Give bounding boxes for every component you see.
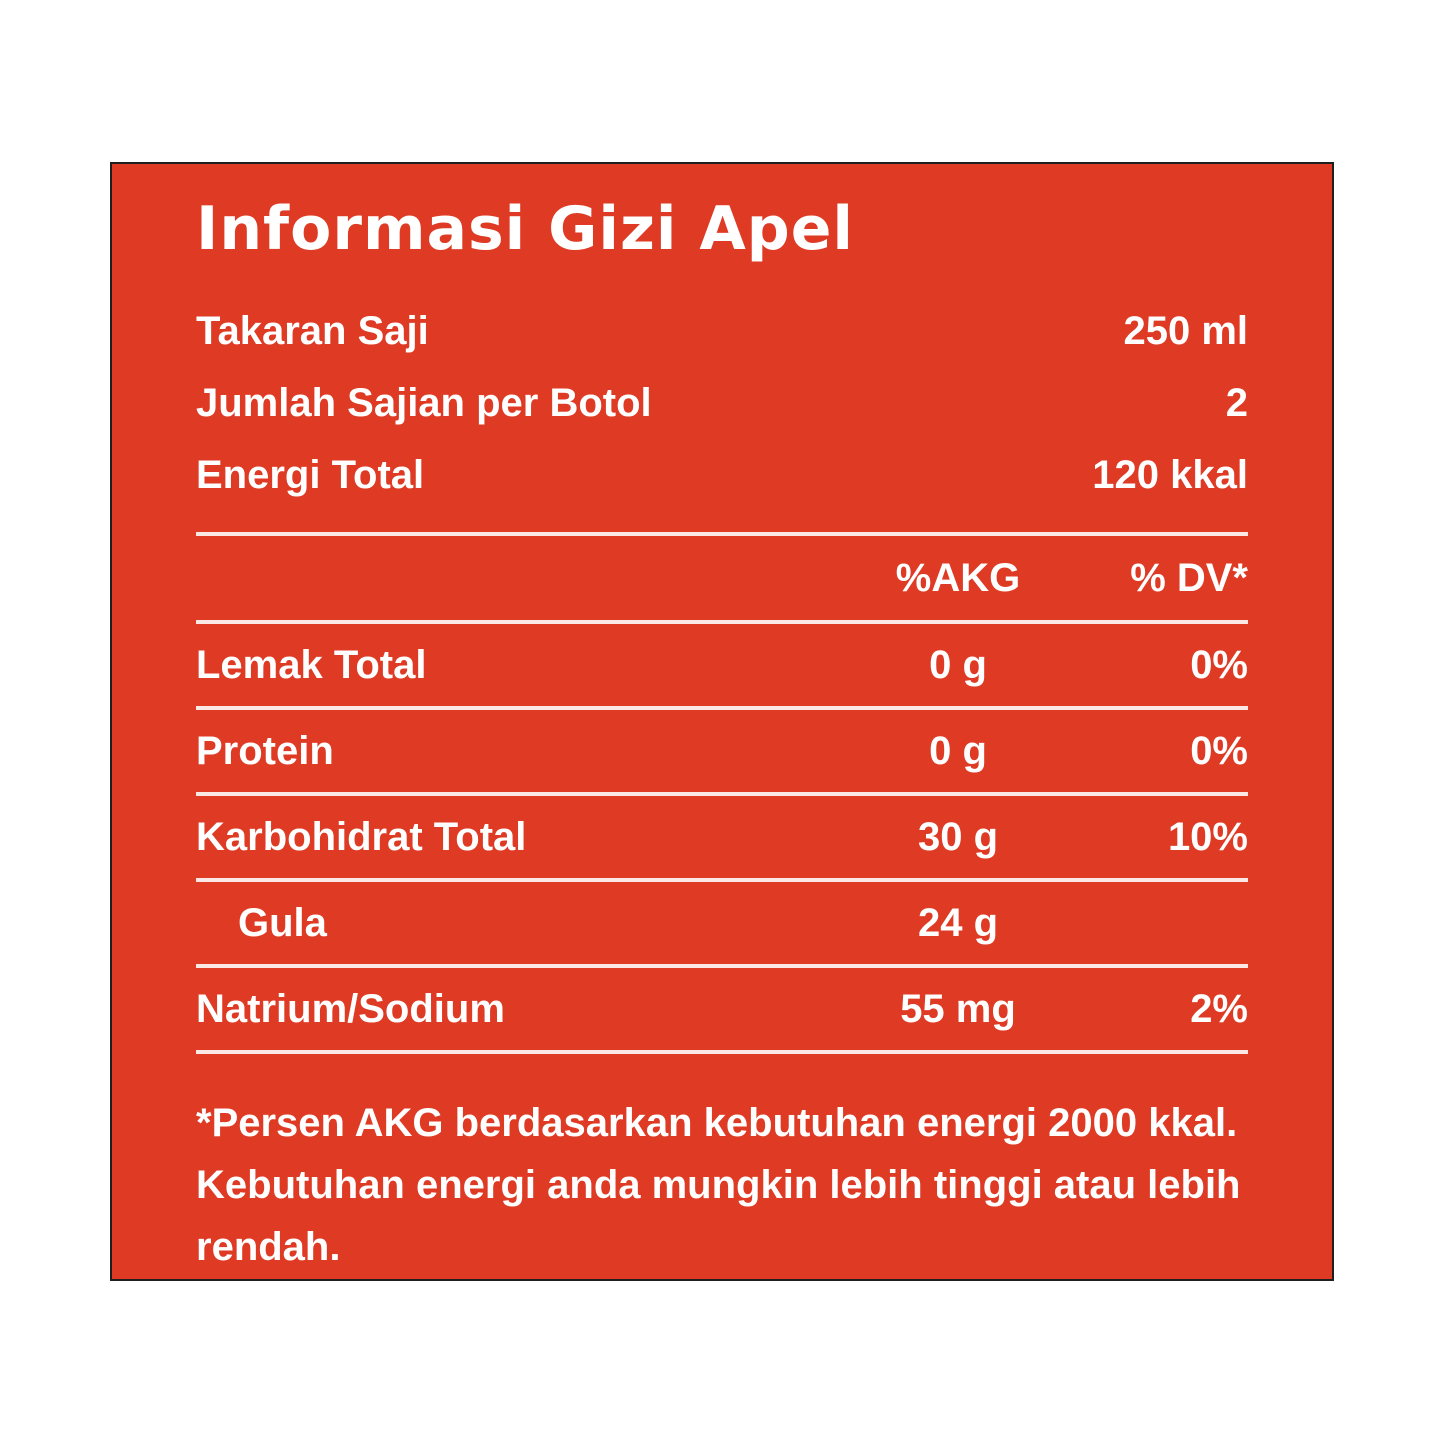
serving-row: Energi Total 120 kkal bbox=[196, 452, 1248, 498]
footnote-akg-basis: *Persen AKG berdasarkan kebutuhan energi… bbox=[196, 1101, 1238, 1145]
nutrient-amount: 24 g bbox=[917, 900, 999, 945]
divider bbox=[196, 878, 1248, 882]
divider bbox=[196, 706, 1248, 710]
nutrient-amount: 0 g bbox=[929, 728, 987, 773]
footnotes: *Persen AKG berdasarkan kebutuhan energi… bbox=[196, 1092, 1248, 1278]
nutrient-label: Gula bbox=[238, 900, 327, 945]
divider bbox=[196, 532, 1248, 536]
serving-info-section: Takaran Saji 250 ml Jumlah Sajian per Bo… bbox=[196, 308, 1248, 498]
nutrient-dv: 0% bbox=[1190, 642, 1248, 687]
serving-value: 120 kkal bbox=[1092, 453, 1248, 497]
nutrient-row: Karbohidrat Total 30 g 10% bbox=[196, 796, 1248, 878]
serving-label: Takaran Saji bbox=[196, 309, 429, 353]
serving-value: 2 bbox=[1225, 381, 1248, 425]
nutrient-amount: 0 g bbox=[929, 642, 987, 687]
divider bbox=[196, 620, 1248, 624]
nutrient-dv: 0% bbox=[1190, 728, 1248, 773]
nutrient-dv: 10% bbox=[1167, 814, 1248, 859]
nutrient-amount: 55 mg bbox=[900, 986, 1016, 1031]
nutrient-label: Karbohidrat Total bbox=[196, 814, 527, 859]
nutrient-label: Protein bbox=[196, 728, 334, 773]
nutrient-dv: 2% bbox=[1190, 986, 1248, 1031]
divider bbox=[196, 792, 1248, 796]
panel-title: Informasi Gizi Apel bbox=[196, 194, 854, 264]
nutrient-row: Gula 24 g bbox=[196, 882, 1248, 964]
divider bbox=[196, 1050, 1248, 1054]
nutrient-table: Lemak Total 0 g 0% Protein 0 g 0% Karboh… bbox=[196, 624, 1248, 1054]
nutrient-row: Protein 0 g 0% bbox=[196, 710, 1248, 792]
nutrient-row: Lemak Total 0 g 0% bbox=[196, 624, 1248, 706]
column-header-akg: %AKG bbox=[895, 555, 1021, 600]
serving-label: Energi Total bbox=[196, 453, 425, 497]
divider bbox=[196, 964, 1248, 968]
column-header-dv: % DV* bbox=[1130, 555, 1248, 600]
serving-row: Jumlah Sajian per Botol 2 bbox=[196, 380, 1248, 426]
nutrition-facts-panel: Informasi Gizi Apel Takaran Saji 250 ml … bbox=[110, 162, 1334, 1281]
nutrient-amount: 30 g bbox=[917, 814, 999, 859]
serving-row: Takaran Saji 250 ml bbox=[196, 308, 1248, 354]
nutrient-label: Natrium/Sodium bbox=[196, 986, 505, 1031]
footnote-energy-needs: Kebutuhan energi anda mungkin lebih ting… bbox=[196, 1163, 1241, 1269]
serving-label: Jumlah Sajian per Botol bbox=[196, 381, 652, 425]
column-header-row: %AKG % DV* bbox=[196, 536, 1248, 620]
nutrient-label: Lemak Total bbox=[196, 642, 427, 687]
serving-value: 250 ml bbox=[1123, 309, 1248, 353]
nutrient-row: Natrium/Sodium 55 mg 2% bbox=[196, 968, 1248, 1050]
